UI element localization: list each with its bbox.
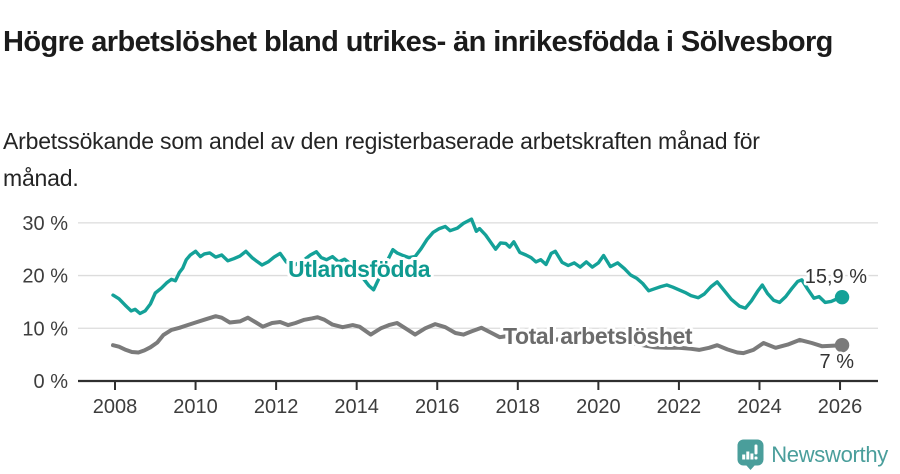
x-axis-label: 2012 (254, 396, 299, 418)
x-axis-label: 2018 (496, 396, 541, 418)
y-axis-label: 0 % (34, 371, 69, 393)
series-line-utlandsf-dda (111, 217, 844, 316)
y-axis-label: 30 % (22, 213, 68, 235)
x-axis-label: 2022 (657, 396, 702, 418)
x-axis-label: 2014 (334, 396, 379, 418)
line-chart: 0 % 10 % 20 % 30 % 2008 2010 2012 2014 2016 2018 2… (0, 190, 900, 440)
y-axis-label: 10 % (22, 318, 68, 340)
x-axis-label: 2008 (93, 396, 138, 418)
chart-subtitle: Arbetssökande som andel av den registerb… (3, 128, 760, 191)
x-axis-label: 2010 (173, 396, 218, 418)
x-axis-label: 2026 (818, 396, 863, 418)
series-end-dot (834, 337, 850, 353)
x-axis-label: 2020 (576, 396, 621, 418)
series-label-utlandsfodda: Utlandsfödda (288, 256, 431, 282)
x-axis-label: 2024 (737, 396, 782, 418)
series-line-total-arbetsl-shet (111, 314, 845, 356)
brand-name: Newsworthy (771, 441, 888, 467)
newsworthy-logo-icon (737, 439, 764, 470)
series-label-total: Total arbetslöshet (503, 323, 693, 349)
page-title: Högre arbetslöshet bland utrikes- än inr… (3, 26, 833, 59)
series-end-value-label: 7 % (820, 351, 855, 373)
chart-canvas: 0 % 10 % 20 % 30 % 2008 2010 2012 2014 2016 2018 2… (22, 213, 878, 418)
x-axis-label: 2016 (415, 396, 460, 418)
brand-footer: Newsworthy (737, 439, 888, 470)
series-end-value-label: 15,9 % (805, 266, 867, 288)
y-axis-label: 20 % (22, 266, 68, 288)
series-end-dot (834, 289, 850, 305)
